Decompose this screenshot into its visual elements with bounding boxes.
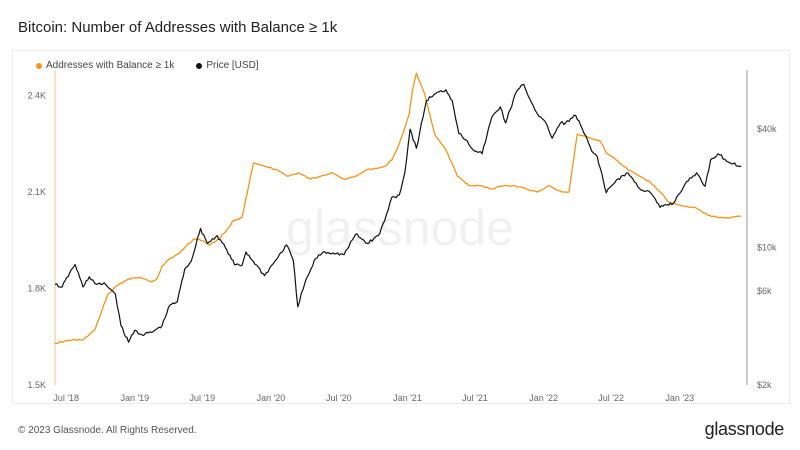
brand-logo: glassnode — [704, 419, 785, 439]
legend-label-addresses: Addresses with Balance ≥ 1k — [46, 60, 175, 71]
x-tick-label: Jan '20 — [257, 393, 286, 403]
copyright-text: © 2023 Glassnode. All Rights Reserved. — [18, 425, 197, 436]
legend-item-addresses[interactable]: Addresses with Balance ≥ 1k — [36, 60, 174, 71]
x-tick-label: Jan '22 — [529, 393, 558, 403]
watermark: glassnode — [286, 200, 514, 256]
page-title: Bitcoin: Number of Addresses with Balanc… — [18, 19, 338, 36]
legend-dot-price — [196, 62, 203, 69]
x-tick-label: Jul '19 — [189, 393, 215, 403]
left-tick-label: 1.5K — [27, 380, 46, 390]
x-tick-label: Jan '19 — [120, 393, 149, 403]
x-axis: Jul '18 Jan '19 Jul '19 Jan '20 Jul '20 Jan '… — [53, 393, 694, 403]
left-tick-label: 1.8K — [27, 284, 46, 294]
right-tick-label: $6k — [757, 286, 772, 296]
left-tick-label: 2.4K — [27, 91, 46, 101]
x-tick-label: Jul '21 — [462, 393, 488, 403]
series-group — [54, 72, 742, 345]
right-axis: $2k $6k $10k $40k — [746, 70, 777, 390]
chart-frame — [12, 50, 790, 404]
x-tick-label: Jul '18 — [53, 393, 79, 403]
left-axis: 1.5K 1.8K 2.1K 2.4K — [27, 70, 56, 390]
legend-dot-addresses — [36, 62, 42, 69]
x-tick-label: Jan '21 — [393, 393, 422, 403]
series-line-price — [54, 83, 742, 343]
x-tick-label: Jul '22 — [598, 393, 624, 403]
right-tick-label: $2k — [757, 380, 772, 390]
left-tick-label: 2.1K — [27, 187, 46, 197]
right-tick-label: $40k — [757, 124, 777, 134]
legend-label-price: Price [USD] — [206, 60, 259, 71]
series-line-addresses — [54, 72, 742, 345]
x-tick-label: Jul '20 — [326, 393, 352, 403]
x-tick-label: Jan '23 — [665, 393, 694, 403]
right-tick-label: $10k — [757, 243, 777, 253]
legend-item-price[interactable]: Price [USD] — [196, 60, 259, 71]
legend: Addresses with Balance ≥ 1k Price [USD] — [36, 60, 259, 71]
